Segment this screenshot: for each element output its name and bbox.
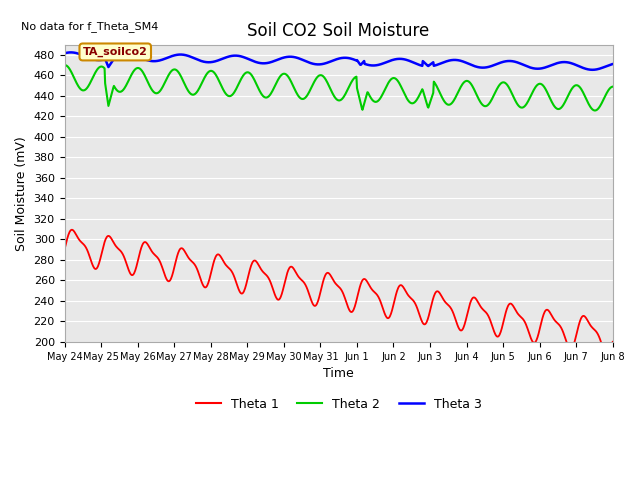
Theta 1 [68, 227, 76, 233]
Theta 2 [591, 108, 599, 113]
Theta 3 [489, 63, 497, 69]
Text: TA_soilco2: TA_soilco2 [83, 47, 148, 57]
Theta 1 [604, 352, 611, 358]
Theta 2 [499, 80, 506, 85]
Y-axis label: Soil Moisture (mV): Soil Moisture (mV) [15, 136, 28, 251]
Theta 3 [438, 60, 445, 66]
Theta 1 [438, 293, 445, 299]
Theta 1 [61, 247, 68, 252]
Theta 3 [67, 49, 74, 55]
Theta 2 [489, 95, 497, 101]
Theta 2 [61, 62, 68, 68]
Line: Theta 2: Theta 2 [65, 65, 612, 110]
Theta 2 [609, 84, 616, 89]
Theta 1 [283, 272, 291, 277]
Theta 2 [117, 89, 125, 95]
Theta 3 [117, 51, 125, 57]
Theta 2 [438, 94, 445, 99]
Theta 3 [61, 50, 68, 56]
X-axis label: Time: Time [323, 367, 354, 380]
Theta 2 [61, 62, 69, 68]
Theta 2 [303, 94, 310, 99]
Theta 3 [589, 67, 596, 72]
Text: No data for f_Theta_SM4: No data for f_Theta_SM4 [20, 21, 158, 32]
Theta 1 [499, 323, 506, 329]
Theta 3 [303, 59, 310, 64]
Theta 1 [117, 249, 125, 254]
Title: Soil CO2 Soil Moisture: Soil CO2 Soil Moisture [248, 22, 429, 40]
Theta 3 [283, 54, 291, 60]
Line: Theta 3: Theta 3 [65, 52, 612, 70]
Line: Theta 1: Theta 1 [65, 230, 612, 355]
Theta 1 [609, 339, 616, 345]
Theta 2 [283, 72, 291, 78]
Theta 3 [609, 61, 616, 67]
Legend: Theta 1, Theta 2, Theta 3: Theta 1, Theta 2, Theta 3 [191, 393, 486, 416]
Theta 1 [303, 284, 310, 290]
Theta 1 [489, 324, 497, 330]
Theta 3 [499, 59, 506, 65]
